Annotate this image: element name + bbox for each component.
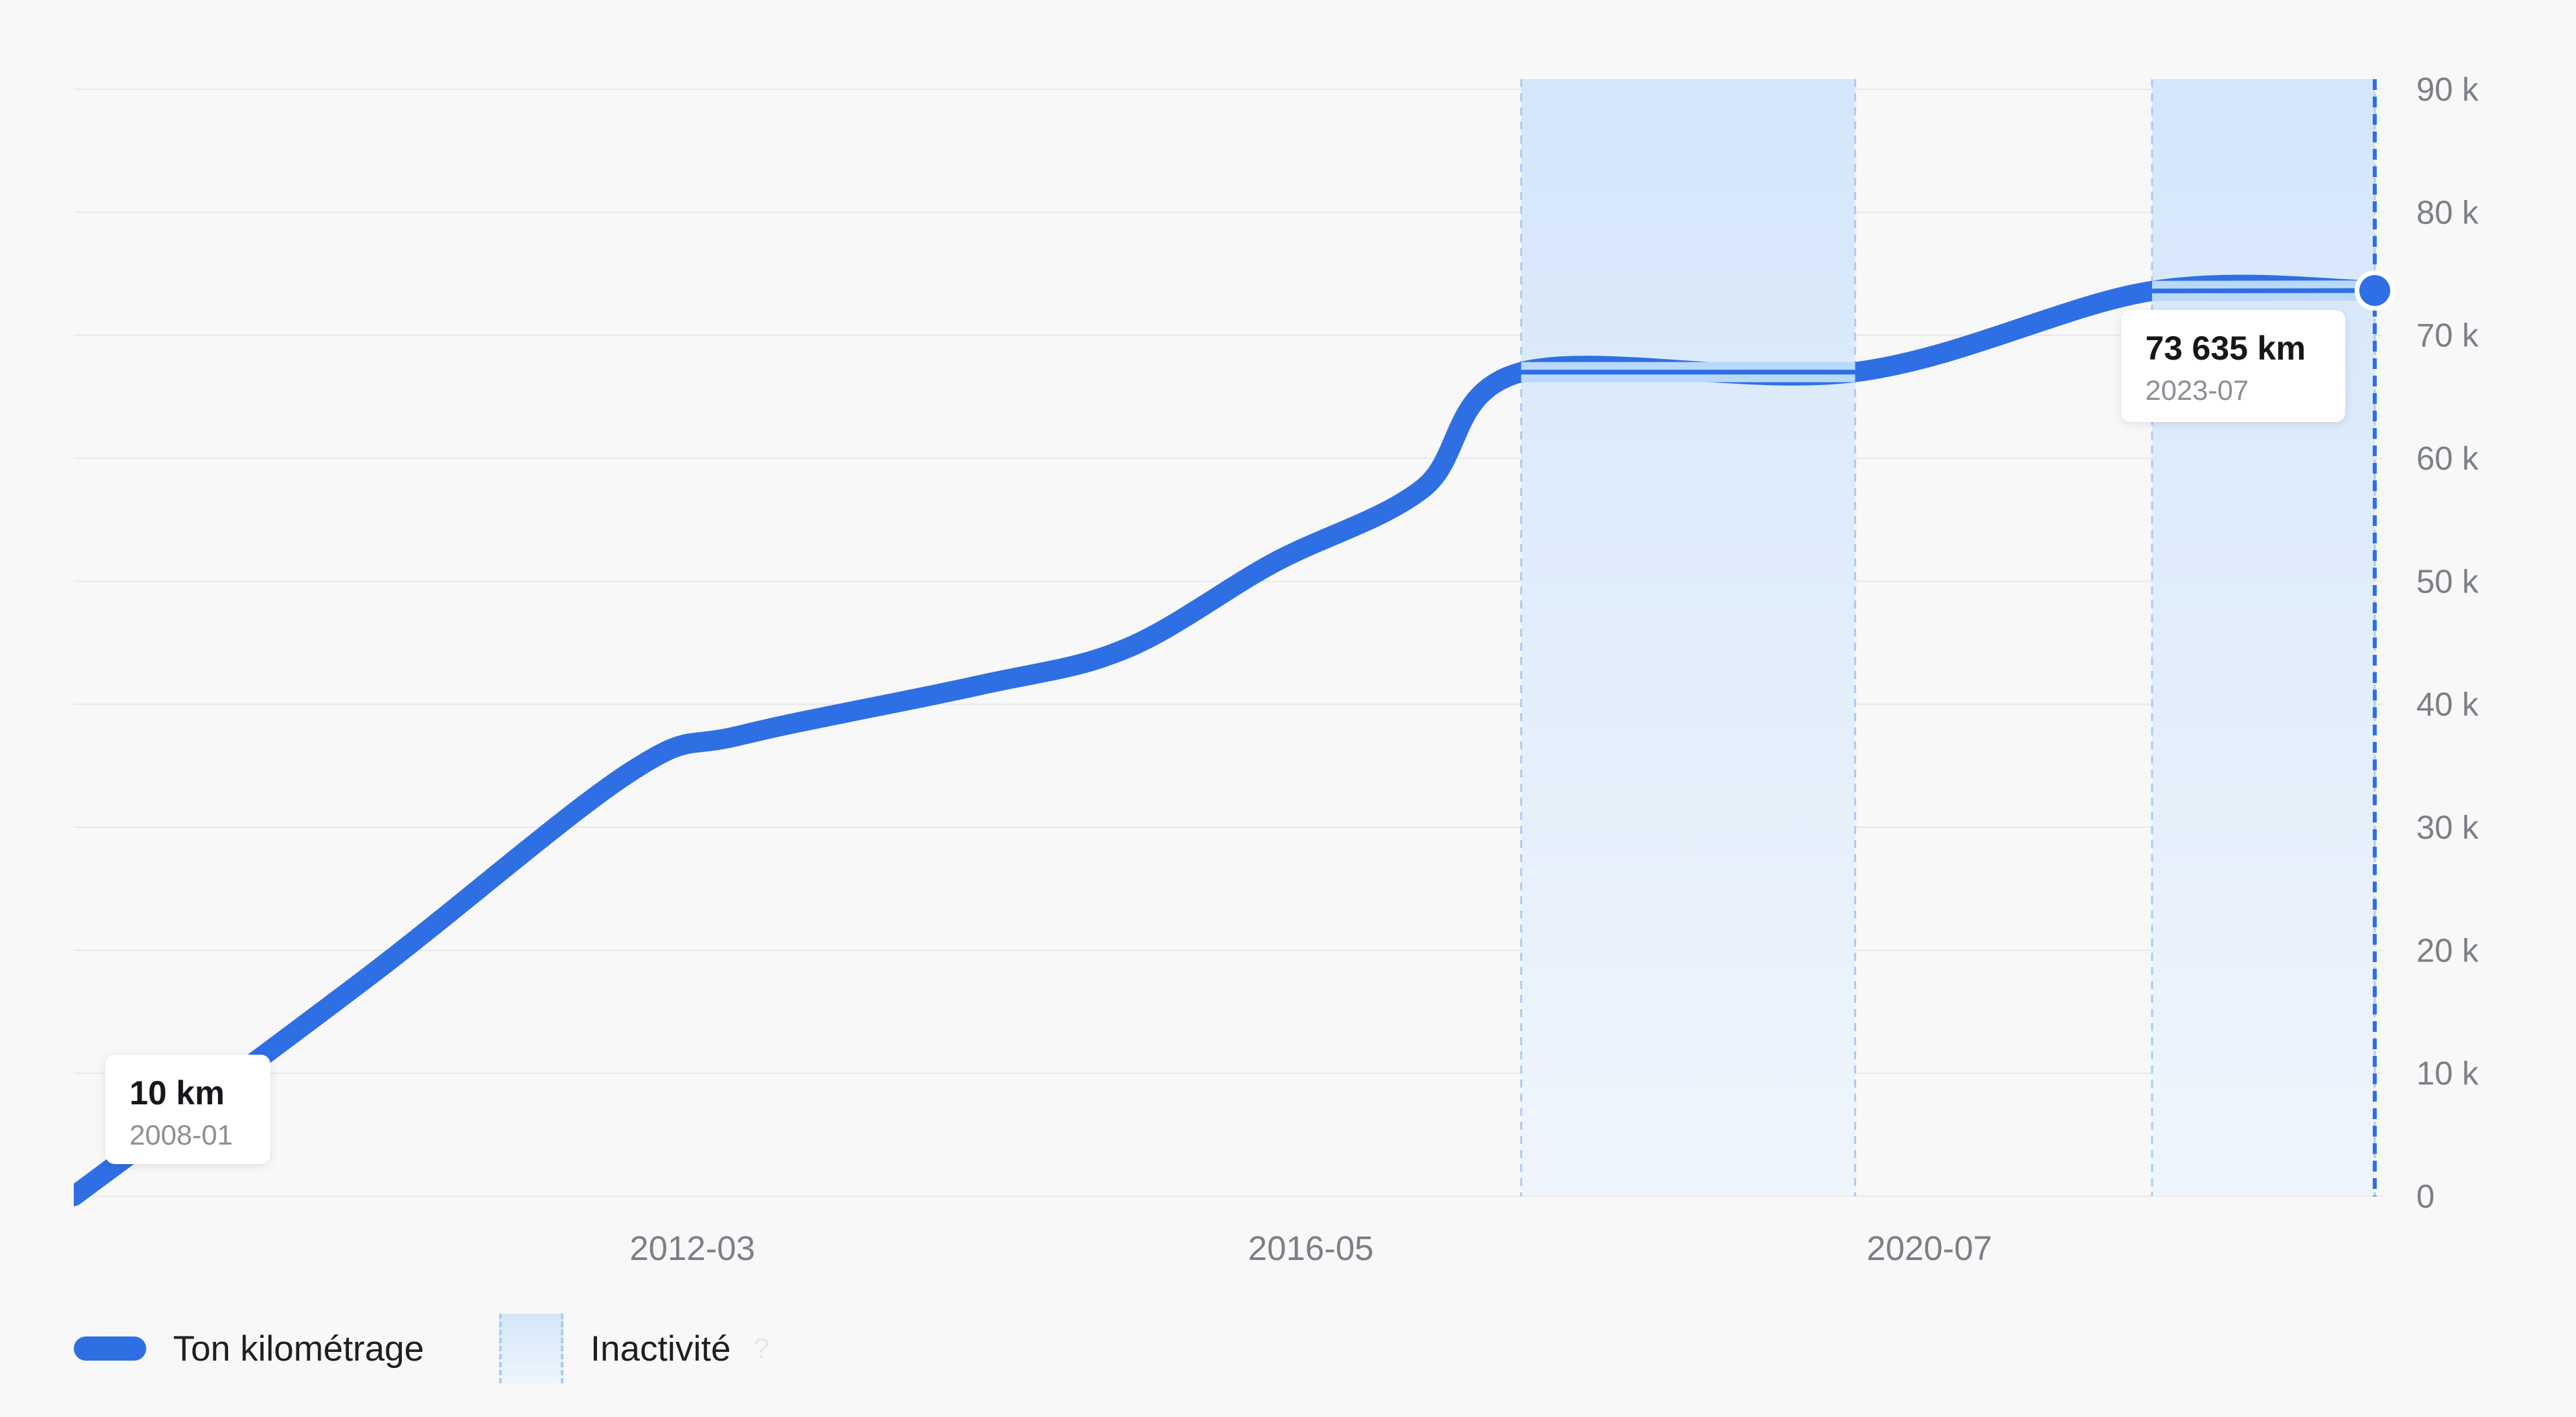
y-tick-label: 40 k [2416,687,2479,723]
hover-point[interactable] [2359,275,2390,307]
chart-legend: Ton kilométrage Inactivité ? [74,1312,769,1385]
start-tooltip: 10 km 2008-01 [105,1055,270,1164]
y-tick-label: 10 k [2416,1056,2479,1092]
x-tick-label: 2012-03 [629,1229,755,1267]
legend-inactivity-swatch [499,1314,564,1383]
y-tick-label: 0 [2416,1179,2434,1215]
legend-series-label[interactable]: Ton kilométrage [173,1328,425,1369]
end-tooltip: 73 635 km 2023-07 [2121,310,2345,422]
y-tick-label: 70 k [2416,318,2479,354]
inactivity-zone [2152,79,2375,1196]
inactivity-zone [1521,79,1856,1196]
y-tick-label: 20 k [2416,933,2479,969]
end-tooltip-date: 2023-07 [2145,374,2249,406]
series-line [74,274,2381,1206]
start-tooltip-date: 2008-01 [129,1119,233,1151]
y-tick-label: 30 k [2416,810,2479,846]
help-icon[interactable]: ? [753,1332,769,1364]
end-tooltip-value: 73 635 km [2145,329,2306,367]
y-tick-label: 80 k [2416,195,2479,231]
x-tick-label: 2016-05 [1248,1229,1374,1267]
legend-inactivity-label[interactable]: Inactivité [590,1328,731,1369]
start-tooltip-value: 10 km [129,1074,225,1112]
legend-series-swatch [74,1336,146,1361]
y-tick-label: 50 k [2416,564,2479,600]
x-tick-label: 2020-07 [1867,1229,1992,1267]
y-tick-label: 90 k [2416,72,2479,108]
y-tick-label: 60 k [2416,441,2479,477]
